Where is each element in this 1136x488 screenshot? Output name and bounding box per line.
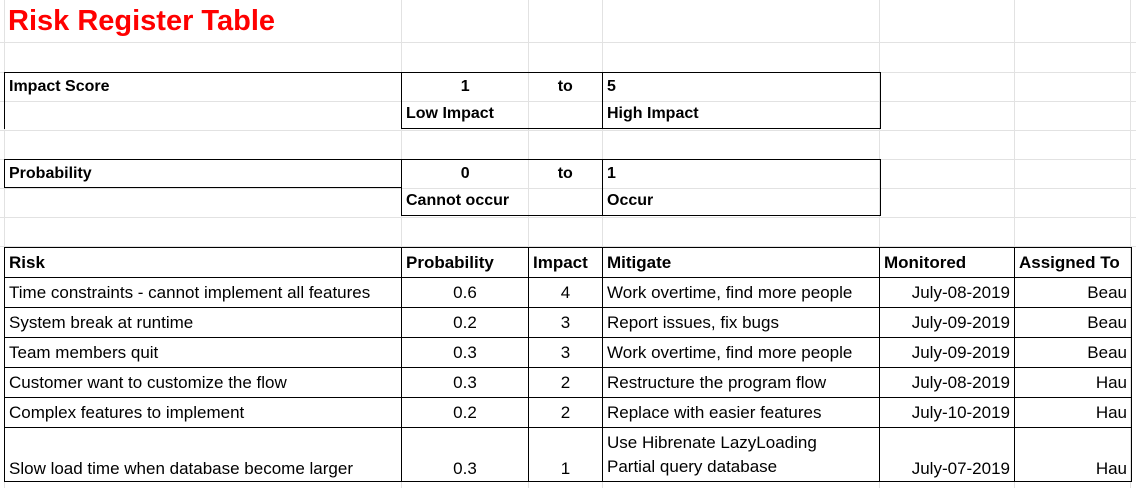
grid-line <box>0 42 1136 43</box>
header-risk[interactable]: Risk <box>4 247 402 278</box>
probability-scale-row: Probability 0 to 1 <box>4 159 881 188</box>
mitigate-cell[interactable]: Replace with easier features <box>602 397 880 428</box>
impact-cell[interactable]: 3 <box>528 307 603 338</box>
table-row: Slow load time when database become larg… <box>4 427 1132 482</box>
probability-cell[interactable]: 0.3 <box>401 367 529 398</box>
monitored-cell[interactable]: July-08-2019 <box>879 367 1015 398</box>
impact-cell[interactable]: 3 <box>528 337 603 368</box>
probability-max-desc[interactable]: Occur <box>602 187 881 216</box>
impact-to-text[interactable]: to <box>528 72 603 101</box>
impact-cell[interactable]: 1 <box>528 427 603 482</box>
grid-line <box>602 0 603 488</box>
header-impact[interactable]: Impact <box>528 247 603 278</box>
risk-cell[interactable]: Slow load time when database become larg… <box>4 427 402 482</box>
assigned-cell[interactable]: Beau <box>1014 307 1132 338</box>
mitigate-line: Use Hibrenate LazyLoading <box>607 433 817 452</box>
mitigate-cell[interactable]: Report issues, fix bugs <box>602 307 880 338</box>
impact-min-value[interactable]: 1 <box>401 72 529 101</box>
header-probability[interactable]: Probability <box>401 247 529 278</box>
mitigate-cell[interactable]: Work overtime, find more people <box>602 277 880 308</box>
monitored-cell[interactable]: July-10-2019 <box>879 397 1015 428</box>
impact-cell[interactable]: 2 <box>528 367 603 398</box>
probability-max-value[interactable]: 1 <box>602 159 881 188</box>
probability-scale-table: Probability 0 to 1 Cannot occur Occur <box>4 159 881 216</box>
grid-line <box>1014 0 1015 488</box>
grid-line <box>0 217 1136 218</box>
monitored-cell[interactable]: July-09-2019 <box>879 307 1015 338</box>
header-assigned-to[interactable]: Assigned To <box>1014 247 1132 278</box>
empty-cell[interactable] <box>4 100 402 129</box>
probability-min-desc[interactable]: Cannot occur <box>401 187 529 216</box>
header-mitigate[interactable]: Mitigate <box>602 247 880 278</box>
risk-cell[interactable]: Complex features to implement <box>4 397 402 428</box>
assigned-cell[interactable]: Hau <box>1014 427 1132 482</box>
grid-line <box>4 0 5 488</box>
probability-to-text[interactable]: to <box>528 159 603 188</box>
probability-label[interactable]: Probability <box>4 159 402 188</box>
mitigate-cell[interactable]: Restructure the program flow <box>602 367 880 398</box>
probability-min-value[interactable]: 0 <box>401 159 529 188</box>
mitigate-cell[interactable]: Use Hibrenate LazyLoading Partial query … <box>602 427 880 482</box>
empty-cell[interactable] <box>5 188 402 216</box>
probability-cell[interactable]: 0.6 <box>401 277 529 308</box>
mitigate-cell[interactable]: Work overtime, find more people <box>602 337 880 368</box>
assigned-cell[interactable]: Beau <box>1014 337 1132 368</box>
monitored-cell[interactable]: July-08-2019 <box>879 277 1015 308</box>
monitored-cell[interactable]: July-09-2019 <box>879 337 1015 368</box>
table-row: Customer want to customize the flow 0.3 … <box>4 367 1132 398</box>
empty-cell[interactable] <box>528 187 603 216</box>
probability-cell[interactable]: 0.2 <box>401 397 529 428</box>
assigned-cell[interactable]: Hau <box>1014 367 1132 398</box>
risk-cell[interactable]: Time constraints - cannot implement all … <box>4 277 402 308</box>
impact-min-desc[interactable]: Low Impact <box>401 100 529 129</box>
risk-cell[interactable]: Team members quit <box>4 337 402 368</box>
page-title: Risk Register Table <box>8 5 276 37</box>
grid-line <box>879 0 880 488</box>
probability-desc-row: Cannot occur Occur <box>5 187 881 216</box>
risk-cell[interactable]: System break at runtime <box>4 307 402 338</box>
grid-line <box>0 130 1136 131</box>
risk-table-header-row: Risk Probability Impact Mitigate Monitor… <box>4 247 1132 278</box>
grid-line <box>401 0 402 488</box>
monitored-cell[interactable]: July-07-2019 <box>879 427 1015 482</box>
table-row: Team members quit 0.3 3 Work overtime, f… <box>4 337 1132 368</box>
assigned-cell[interactable]: Beau <box>1014 277 1132 308</box>
impact-scale-table: Impact Score 1 to 5 Low Impact High Impa… <box>4 72 881 129</box>
mitigate-line: Partial query database <box>607 457 778 476</box>
assigned-cell[interactable]: Hau <box>1014 397 1132 428</box>
table-row: Complex features to implement 0.2 2 Repl… <box>4 397 1132 428</box>
table-row: Time constraints - cannot implement all … <box>4 277 1132 308</box>
probability-cell[interactable]: 0.3 <box>401 427 529 482</box>
risk-cell[interactable]: Customer want to customize the flow <box>4 367 402 398</box>
impact-max-desc[interactable]: High Impact <box>602 100 881 129</box>
header-monitored[interactable]: Monitored <box>879 247 1015 278</box>
impact-desc-row: Low Impact High Impact <box>4 100 881 129</box>
grid-line <box>1130 0 1131 488</box>
table-row: System break at runtime 0.2 3 Report iss… <box>4 307 1132 338</box>
risk-register-table: Risk Probability Impact Mitigate Monitor… <box>4 247 1132 482</box>
impact-score-label[interactable]: Impact Score <box>4 72 402 101</box>
grid-line <box>528 0 529 488</box>
impact-cell[interactable]: 2 <box>528 397 603 428</box>
impact-max-value[interactable]: 5 <box>602 72 881 101</box>
impact-cell[interactable]: 4 <box>528 277 603 308</box>
probability-cell[interactable]: 0.3 <box>401 337 529 368</box>
probability-cell[interactable]: 0.2 <box>401 307 529 338</box>
impact-scale-row: Impact Score 1 to 5 <box>4 72 881 101</box>
grid-line <box>0 246 1136 247</box>
empty-cell[interactable] <box>528 100 603 129</box>
